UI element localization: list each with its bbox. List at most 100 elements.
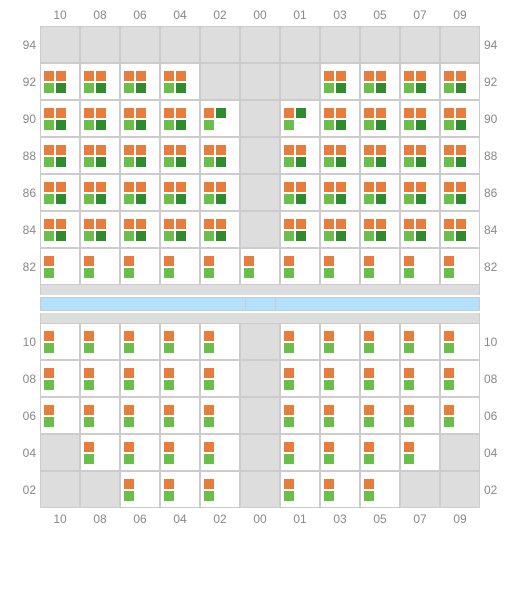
seat-cell[interactable] — [320, 174, 360, 211]
seat-cell[interactable] — [280, 397, 320, 434]
seat-cell[interactable] — [320, 360, 360, 397]
seat-cell[interactable] — [200, 137, 240, 174]
seat-cell[interactable] — [280, 100, 320, 137]
seat-cell[interactable] — [280, 211, 320, 248]
seat-cell[interactable] — [320, 63, 360, 100]
seat-cell[interactable] — [360, 323, 400, 360]
seat-cell[interactable] — [400, 174, 440, 211]
seat-cell[interactable] — [80, 137, 120, 174]
seat-cell[interactable] — [360, 174, 400, 211]
seat-cell[interactable] — [400, 248, 440, 285]
seat-cell[interactable] — [120, 137, 160, 174]
seat-cell[interactable] — [40, 360, 80, 397]
seat-cell[interactable] — [160, 100, 200, 137]
seat-cell[interactable] — [400, 211, 440, 248]
seat-cell[interactable] — [440, 360, 480, 397]
seat-cell[interactable] — [200, 100, 240, 137]
seat-cell[interactable] — [40, 100, 80, 137]
seat-cell[interactable] — [160, 360, 200, 397]
seat-cell[interactable] — [440, 211, 480, 248]
seat-cell[interactable] — [400, 360, 440, 397]
seat-cell[interactable] — [160, 174, 200, 211]
seat-cell[interactable] — [360, 100, 400, 137]
seat-cell[interactable] — [200, 434, 240, 471]
seat-cell[interactable] — [160, 397, 200, 434]
seat-cell[interactable] — [400, 397, 440, 434]
seat-cell[interactable] — [280, 174, 320, 211]
seat-cell[interactable] — [80, 100, 120, 137]
seat-cell[interactable] — [200, 397, 240, 434]
seat-cell[interactable] — [160, 63, 200, 100]
seat-cell[interactable] — [80, 174, 120, 211]
seat-cell[interactable] — [320, 471, 360, 508]
seat-cell[interactable] — [280, 434, 320, 471]
seat-cell[interactable] — [40, 248, 80, 285]
seat-cell[interactable] — [160, 323, 200, 360]
seat-cell[interactable] — [320, 434, 360, 471]
seat-cell[interactable] — [40, 137, 80, 174]
seat-cell[interactable] — [440, 248, 480, 285]
seat-cell[interactable] — [80, 397, 120, 434]
seat-cell[interactable] — [280, 323, 320, 360]
seat-cell[interactable] — [280, 471, 320, 508]
seat-cell[interactable] — [200, 360, 240, 397]
seat-cell[interactable] — [80, 211, 120, 248]
seat-cell[interactable] — [360, 248, 400, 285]
seat-cell[interactable] — [120, 100, 160, 137]
seat-cell[interactable] — [40, 211, 80, 248]
seat-cell[interactable] — [280, 137, 320, 174]
seat-cell[interactable] — [320, 323, 360, 360]
seat-cell[interactable] — [440, 100, 480, 137]
seat-cell[interactable] — [360, 360, 400, 397]
seat-cell[interactable] — [120, 211, 160, 248]
seat-cell[interactable] — [120, 397, 160, 434]
seat-cell[interactable] — [40, 397, 80, 434]
seat-cell[interactable] — [280, 248, 320, 285]
seat-cell[interactable] — [160, 211, 200, 248]
seat-cell[interactable] — [160, 137, 200, 174]
seat-cell[interactable] — [440, 63, 480, 100]
seat-cell[interactable] — [160, 434, 200, 471]
seat-cell[interactable] — [80, 63, 120, 100]
seat-cell[interactable] — [200, 471, 240, 508]
seat-cell[interactable] — [400, 137, 440, 174]
seat-cell[interactable] — [80, 434, 120, 471]
seat-cell[interactable] — [360, 63, 400, 100]
seat-cell[interactable] — [240, 248, 280, 285]
seat-cell[interactable] — [200, 323, 240, 360]
seat-cell[interactable] — [440, 397, 480, 434]
seat-cell[interactable] — [360, 397, 400, 434]
seat-cell[interactable] — [440, 174, 480, 211]
seat-cell[interactable] — [320, 248, 360, 285]
seat-cell[interactable] — [400, 63, 440, 100]
seat-cell[interactable] — [120, 434, 160, 471]
seat-cell[interactable] — [120, 63, 160, 100]
seat-cell[interactable] — [120, 248, 160, 285]
seat-cell[interactable] — [400, 434, 440, 471]
seat-cell[interactable] — [120, 174, 160, 211]
seat-cell[interactable] — [120, 471, 160, 508]
seat-cell[interactable] — [80, 360, 120, 397]
seat-cell[interactable] — [80, 323, 120, 360]
seat-cell[interactable] — [320, 137, 360, 174]
seat-cell[interactable] — [400, 100, 440, 137]
seat-cell[interactable] — [200, 211, 240, 248]
seat-cell[interactable] — [360, 137, 400, 174]
seat-cell[interactable] — [280, 360, 320, 397]
seat-cell[interactable] — [40, 174, 80, 211]
seat-cell[interactable] — [320, 397, 360, 434]
seat-cell[interactable] — [120, 360, 160, 397]
seat-cell[interactable] — [360, 434, 400, 471]
seat-cell[interactable] — [440, 323, 480, 360]
seat-cell[interactable] — [160, 471, 200, 508]
seat-cell[interactable] — [360, 211, 400, 248]
seat-cell[interactable] — [400, 323, 440, 360]
seat-cell[interactable] — [200, 174, 240, 211]
seat-cell[interactable] — [360, 471, 400, 508]
seat-cell[interactable] — [120, 323, 160, 360]
seat-cell[interactable] — [160, 248, 200, 285]
seat-cell[interactable] — [320, 211, 360, 248]
seat-cell[interactable] — [80, 248, 120, 285]
seat-cell[interactable] — [200, 248, 240, 285]
seat-cell[interactable] — [440, 137, 480, 174]
